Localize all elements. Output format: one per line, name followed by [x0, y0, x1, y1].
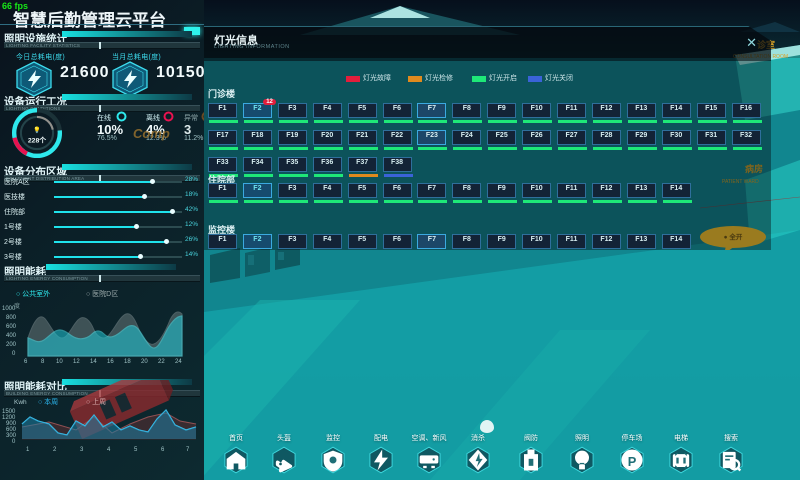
svg-text:4: 4: [107, 447, 111, 453]
svg-text:💡: 💡: [33, 126, 41, 134]
svg-text:22: 22: [158, 359, 165, 365]
svg-text:800: 800: [6, 315, 17, 321]
svg-text:0: 0: [12, 439, 16, 445]
svg-text:228个: 228个: [28, 135, 46, 144]
svg-text:24: 24: [175, 359, 182, 365]
svg-text:6: 6: [24, 359, 28, 365]
svg-text:1: 1: [26, 447, 30, 453]
svg-text:8: 8: [41, 359, 45, 365]
svg-text:12: 12: [73, 359, 80, 365]
svg-text:7: 7: [186, 447, 190, 453]
svg-text:18: 18: [124, 359, 131, 365]
svg-text:0: 0: [12, 351, 16, 357]
svg-text:6: 6: [161, 447, 165, 453]
svg-text:600: 600: [6, 324, 17, 330]
svg-text:200: 200: [6, 342, 17, 348]
svg-text:5: 5: [134, 447, 138, 453]
svg-text:20: 20: [141, 359, 148, 365]
svg-text:1000: 1000: [2, 306, 16, 312]
svg-text:400: 400: [6, 333, 17, 339]
svg-text:10: 10: [56, 359, 63, 365]
svg-text:14: 14: [90, 359, 97, 365]
svg-text:2: 2: [53, 447, 57, 453]
svg-text:3: 3: [80, 447, 84, 453]
svg-text:P: P: [628, 454, 637, 469]
svg-text:16: 16: [107, 359, 114, 365]
